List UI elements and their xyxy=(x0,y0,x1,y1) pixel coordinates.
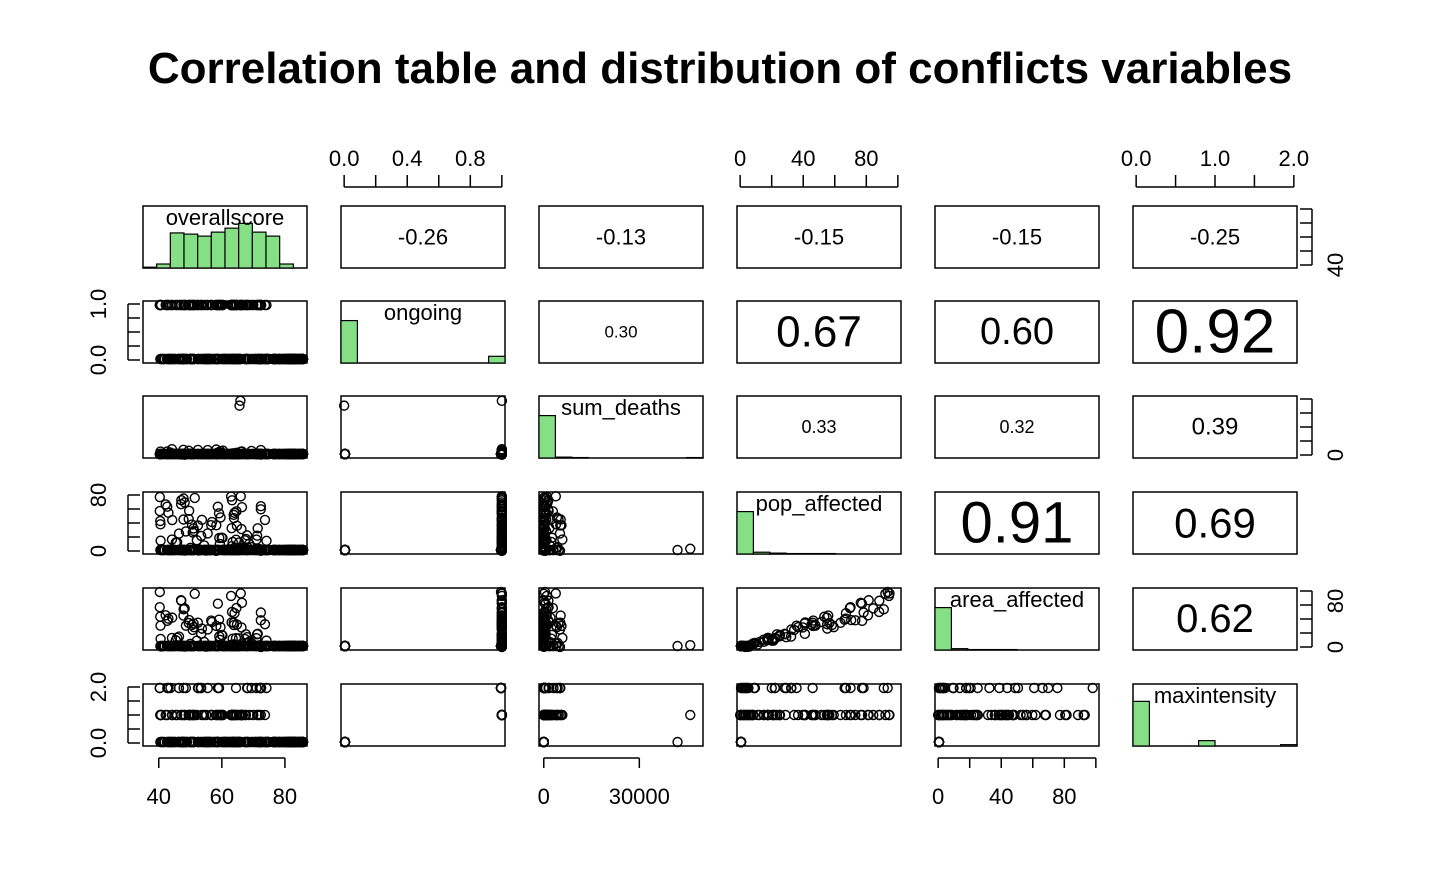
correlation-value-3-5: 0.69 xyxy=(1174,500,1256,547)
hist-bar-overallscore-6 xyxy=(225,228,239,268)
correlation-value-2-4: 0.32 xyxy=(999,417,1034,437)
diag-label-overallscore: overallscore xyxy=(166,205,285,230)
panel-frame-3-1 xyxy=(341,492,505,554)
hist-bar-overallscore-7 xyxy=(239,223,253,268)
correlation-value-0-3: -0.15 xyxy=(794,225,844,250)
panel-frame-1-0 xyxy=(143,301,307,363)
correlation-value-1-4: 0.60 xyxy=(980,311,1054,353)
hist-bar-overallscore-4 xyxy=(198,236,212,268)
correlation-value-0-4: -0.15 xyxy=(992,225,1042,250)
correlation-value-1-3: 0.67 xyxy=(776,308,862,357)
hist-bar-overallscore-10 xyxy=(280,264,294,268)
hist-bar-ongoing-0 xyxy=(341,321,357,363)
diag-label-pop_affected: pop_affected xyxy=(756,491,883,516)
hist-bar-overallscore-3 xyxy=(184,234,198,268)
chart-title: Correlation table and distribution of co… xyxy=(0,44,1440,94)
diag-label-ongoing: ongoing xyxy=(384,300,462,325)
panel-frame-2-1 xyxy=(341,396,505,458)
hist-bar-overallscore-9 xyxy=(266,236,280,268)
hist-bar-sum_deaths-0 xyxy=(539,416,555,458)
correlation-value-0-1: -0.26 xyxy=(398,225,448,250)
hist-bar-overallscore-2 xyxy=(170,233,184,268)
panel-frame-5-1 xyxy=(341,684,505,746)
correlation-value-0-2: -0.13 xyxy=(596,225,646,250)
hist-bar-pop_affected-2 xyxy=(770,553,786,554)
hist-bar-pop_affected-1 xyxy=(753,552,769,554)
correlation-value-3-4: 0.91 xyxy=(961,491,1074,556)
panel-frame-4-1 xyxy=(341,588,505,650)
hist-bar-area_affected-1 xyxy=(951,649,967,650)
hist-bar-overallscore-0 xyxy=(143,267,157,268)
hist-bar-overallscore-5 xyxy=(211,232,225,268)
correlation-value-2-3: 0.33 xyxy=(801,417,836,437)
hist-bar-sum_deaths-1 xyxy=(555,457,571,458)
correlation-value-0-5: -0.25 xyxy=(1190,225,1240,250)
hist-bar-area_affected-0 xyxy=(935,608,951,650)
hist-bar-ongoing-9 xyxy=(489,356,505,363)
hist-bar-overallscore-1 xyxy=(157,264,171,268)
correlation-value-1-5: 0.92 xyxy=(1155,298,1276,367)
diag-label-area_affected: area_affected xyxy=(950,587,1084,612)
hist-bar-overallscore-8 xyxy=(252,232,266,268)
correlation-value-1-2: 0.30 xyxy=(604,323,637,342)
correlation-value-2-5: 0.39 xyxy=(1192,414,1239,441)
hist-bar-pop_affected-0 xyxy=(737,512,753,554)
diag-label-sum_deaths: sum_deaths xyxy=(561,395,681,420)
correlation-value-4-5: 0.62 xyxy=(1176,597,1254,641)
